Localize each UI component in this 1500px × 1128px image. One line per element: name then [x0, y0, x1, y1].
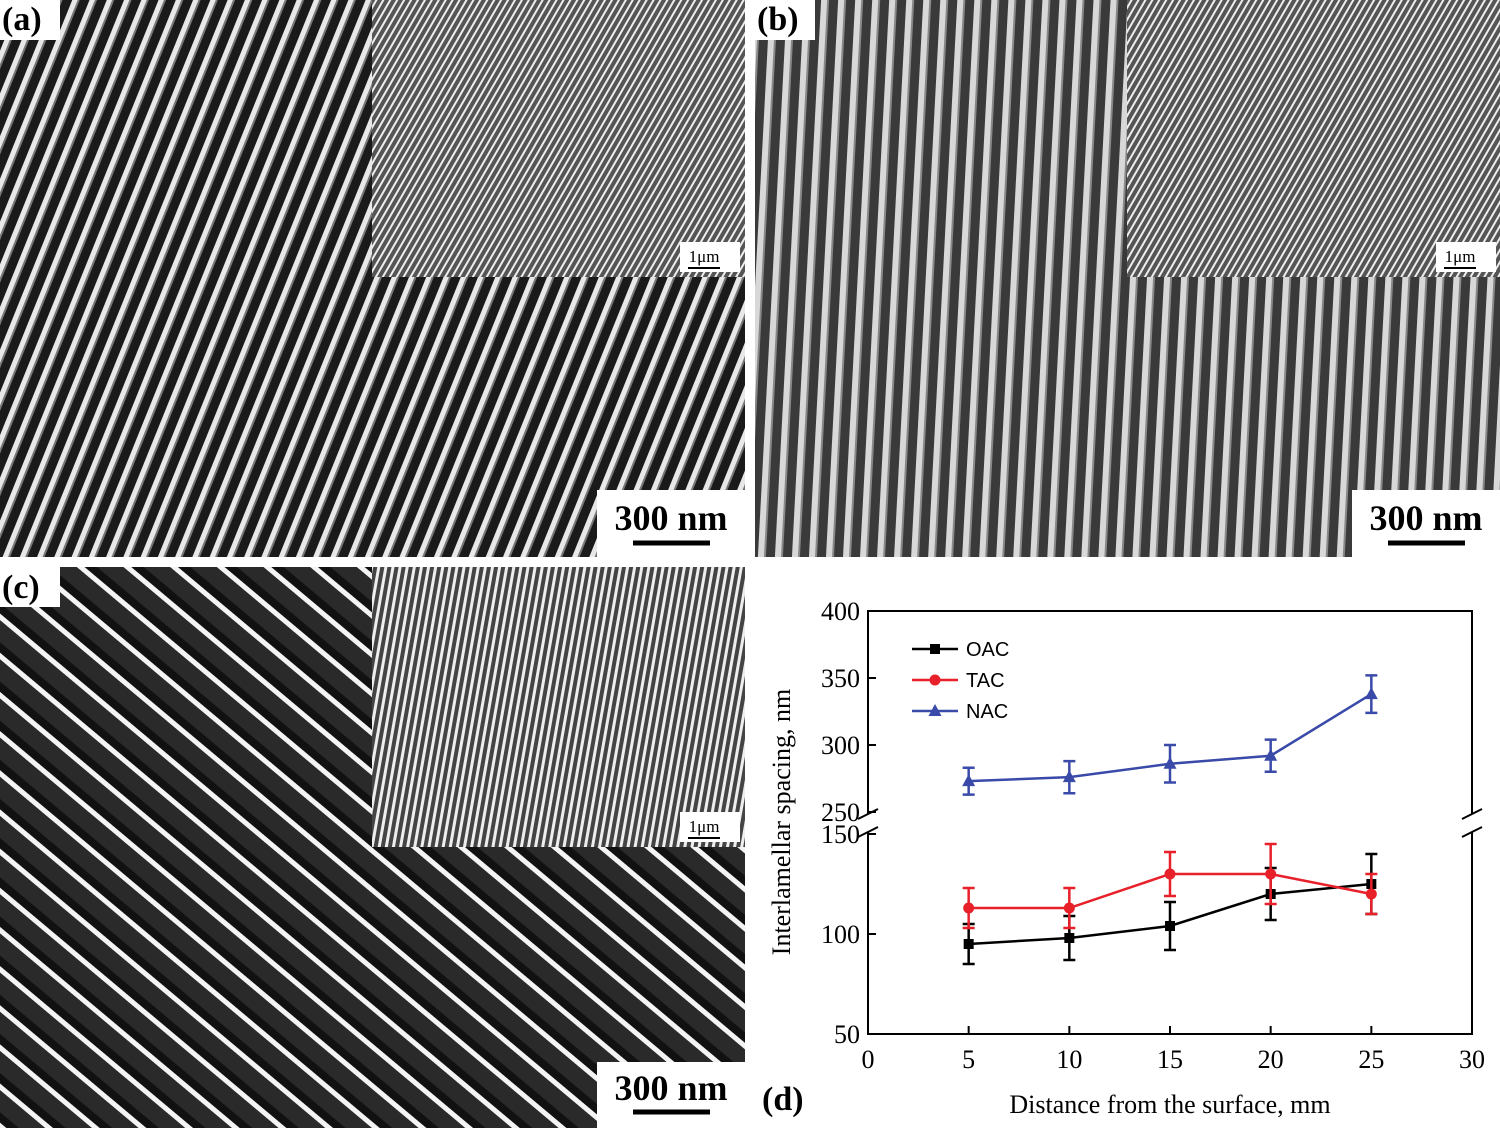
- legend-label: TAC: [966, 670, 1005, 692]
- marker: [962, 774, 976, 787]
- break-mark: [857, 826, 879, 838]
- y-tick-label: 350: [821, 664, 860, 693]
- y-tick-label: 250: [821, 798, 860, 827]
- scale-box: [597, 490, 745, 557]
- legend-label: OAC: [966, 639, 1009, 661]
- label-box: [0, 567, 60, 607]
- panel-label: (b): [757, 1, 799, 38]
- plot-frame: [867, 610, 1473, 1035]
- panel-label: (a): [2, 1, 42, 38]
- panel-label: (d): [762, 1081, 804, 1118]
- y-tick-label: 50: [834, 1020, 860, 1049]
- axis-break: [862, 814, 874, 832]
- legend-label: NAC: [966, 701, 1008, 723]
- x-axis-label: Distance from the surface, mm: [1009, 1090, 1330, 1119]
- marker: [1062, 770, 1076, 783]
- x-tick-label: 10: [1056, 1045, 1082, 1074]
- marker: [1063, 902, 1075, 914]
- axis-break: [1466, 814, 1478, 832]
- marker: [1365, 888, 1377, 900]
- marker: [1064, 933, 1075, 943]
- break-mark: [1461, 826, 1483, 838]
- sem-inset: [1127, 0, 1500, 277]
- x-tick-label: 15: [1157, 1045, 1183, 1074]
- sem-inset: [372, 567, 745, 847]
- inset-scale: 1μm: [689, 247, 720, 266]
- scale-text: 300 nm: [614, 1068, 727, 1108]
- legend-marker: [930, 644, 940, 654]
- legend-marker: [929, 674, 941, 686]
- x-tick-label: 25: [1358, 1045, 1384, 1074]
- x-tick-label: 20: [1258, 1045, 1284, 1074]
- marker: [1163, 756, 1177, 769]
- scale-box: [597, 1062, 745, 1128]
- marker: [1264, 748, 1278, 761]
- break-mark: [857, 808, 879, 820]
- label-box: [755, 0, 815, 40]
- marker: [1164, 868, 1176, 880]
- y-tick-label: 400: [821, 597, 860, 626]
- inset-scale: 1μm: [689, 817, 720, 836]
- break-mark: [1461, 808, 1483, 820]
- x-tick-label: 30: [1459, 1045, 1485, 1074]
- label-box: [0, 0, 60, 40]
- marker: [963, 902, 975, 914]
- y-tick-label: 300: [821, 731, 860, 760]
- inset-scale: 1μm: [1445, 247, 1476, 266]
- scale-text: 300 nm: [614, 498, 727, 538]
- legend-marker: [928, 704, 942, 716]
- marker: [963, 939, 974, 949]
- marker: [1165, 921, 1175, 931]
- marker: [1364, 687, 1378, 700]
- scale-text: 300 nm: [1369, 498, 1482, 538]
- panel-label: (c): [2, 569, 40, 606]
- y-tick-label: 150: [821, 820, 860, 849]
- y-tick-label: 100: [821, 920, 860, 949]
- x-tick-label: 0: [862, 1045, 875, 1074]
- scale-box: [1352, 490, 1500, 557]
- sem-inset: [372, 0, 745, 277]
- x-tick-label: 5: [962, 1045, 975, 1074]
- marker: [1265, 868, 1277, 880]
- y-axis-label: Interlamellar spacing, nm: [767, 689, 796, 955]
